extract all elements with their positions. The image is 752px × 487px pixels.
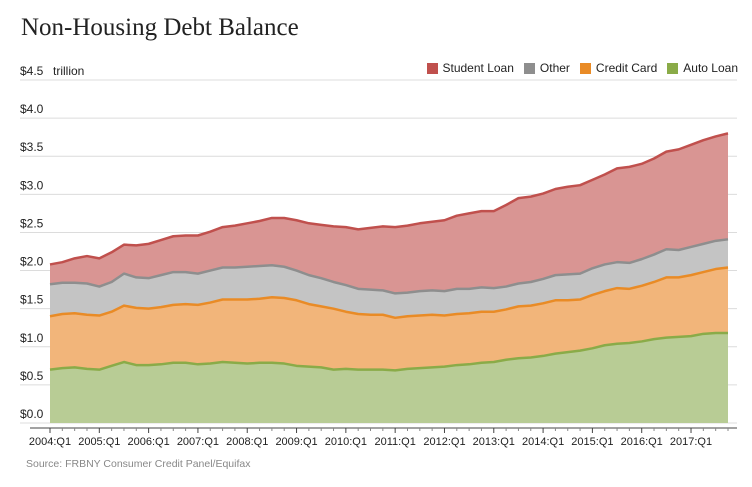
legend-label-auto-loan: Auto Loan — [683, 61, 738, 75]
x-tick-label: 2015:Q1 — [571, 436, 613, 448]
x-tick-label: 2007:Q1 — [177, 436, 219, 448]
legend-label-credit-card: Credit Card — [595, 61, 658, 75]
line-credit-card — [49, 266, 729, 320]
legend-swatch-credit-card — [579, 62, 591, 74]
line-other — [49, 238, 729, 295]
x-tick-label: 2005:Q1 — [78, 436, 120, 448]
x-tick-label: 2014:Q1 — [522, 436, 564, 448]
x-tick-label: 2010:Q1 — [325, 436, 367, 448]
y-tick-label: $4.0 — [20, 102, 44, 116]
x-tick-label: 2013:Q1 — [473, 436, 515, 448]
legend-swatch-other — [523, 62, 535, 74]
legend-label-other: Other — [539, 61, 570, 75]
source-note: Source: FRBNY Consumer Credit Panel/Equi… — [26, 458, 251, 470]
line-auto-loan — [49, 331, 728, 372]
y-tick-label: $2.0 — [20, 255, 44, 269]
area-auto-loan — [50, 333, 728, 423]
x-tick-label: 2008:Q1 — [226, 436, 268, 448]
line-student-loan — [49, 132, 729, 266]
y-tick-label: $3.5 — [20, 140, 44, 154]
legend-item-student-loan: Student Loan — [426, 61, 514, 75]
x-tick-label: 2017:Q1 — [670, 436, 712, 448]
area-student-loan — [50, 133, 728, 294]
legend-item-auto-loan: Auto Loan — [667, 61, 738, 75]
y-tick-label: $0.5 — [20, 369, 44, 383]
legend-swatch-auto-loan — [667, 62, 679, 74]
legend-item-other: Other — [523, 61, 570, 75]
y-tick-label: $2.5 — [20, 216, 44, 230]
y-tick-label: $1.5 — [20, 293, 44, 307]
chart-legend: Student Loan Other Credit Card Auto Loan — [426, 61, 738, 75]
legend-swatch-student-loan — [426, 62, 438, 74]
x-tick-label: 2006:Q1 — [128, 436, 170, 448]
y-tick-label: $3.0 — [20, 178, 44, 192]
legend-label-student-loan: Student Loan — [442, 61, 514, 75]
y-tick-label: $1.0 — [20, 331, 44, 345]
x-tick-label: 2009:Q1 — [275, 436, 317, 448]
x-tick-label: 2016:Q1 — [621, 436, 663, 448]
x-tick-label: 2011:Q1 — [374, 436, 415, 448]
legend-item-credit-card: Credit Card — [579, 61, 658, 75]
y-tick-label: $0.0 — [20, 407, 44, 421]
area-credit-card — [50, 267, 728, 371]
x-tick-label: 2004:Q1 — [29, 436, 71, 448]
y-unit-label: trillion — [53, 64, 84, 78]
chart-title: Non-Housing Debt Balance — [21, 14, 299, 41]
area-other — [50, 239, 728, 318]
y-tick-label: $4.5 — [20, 64, 44, 78]
x-tick-label: 2012:Q1 — [423, 436, 465, 448]
